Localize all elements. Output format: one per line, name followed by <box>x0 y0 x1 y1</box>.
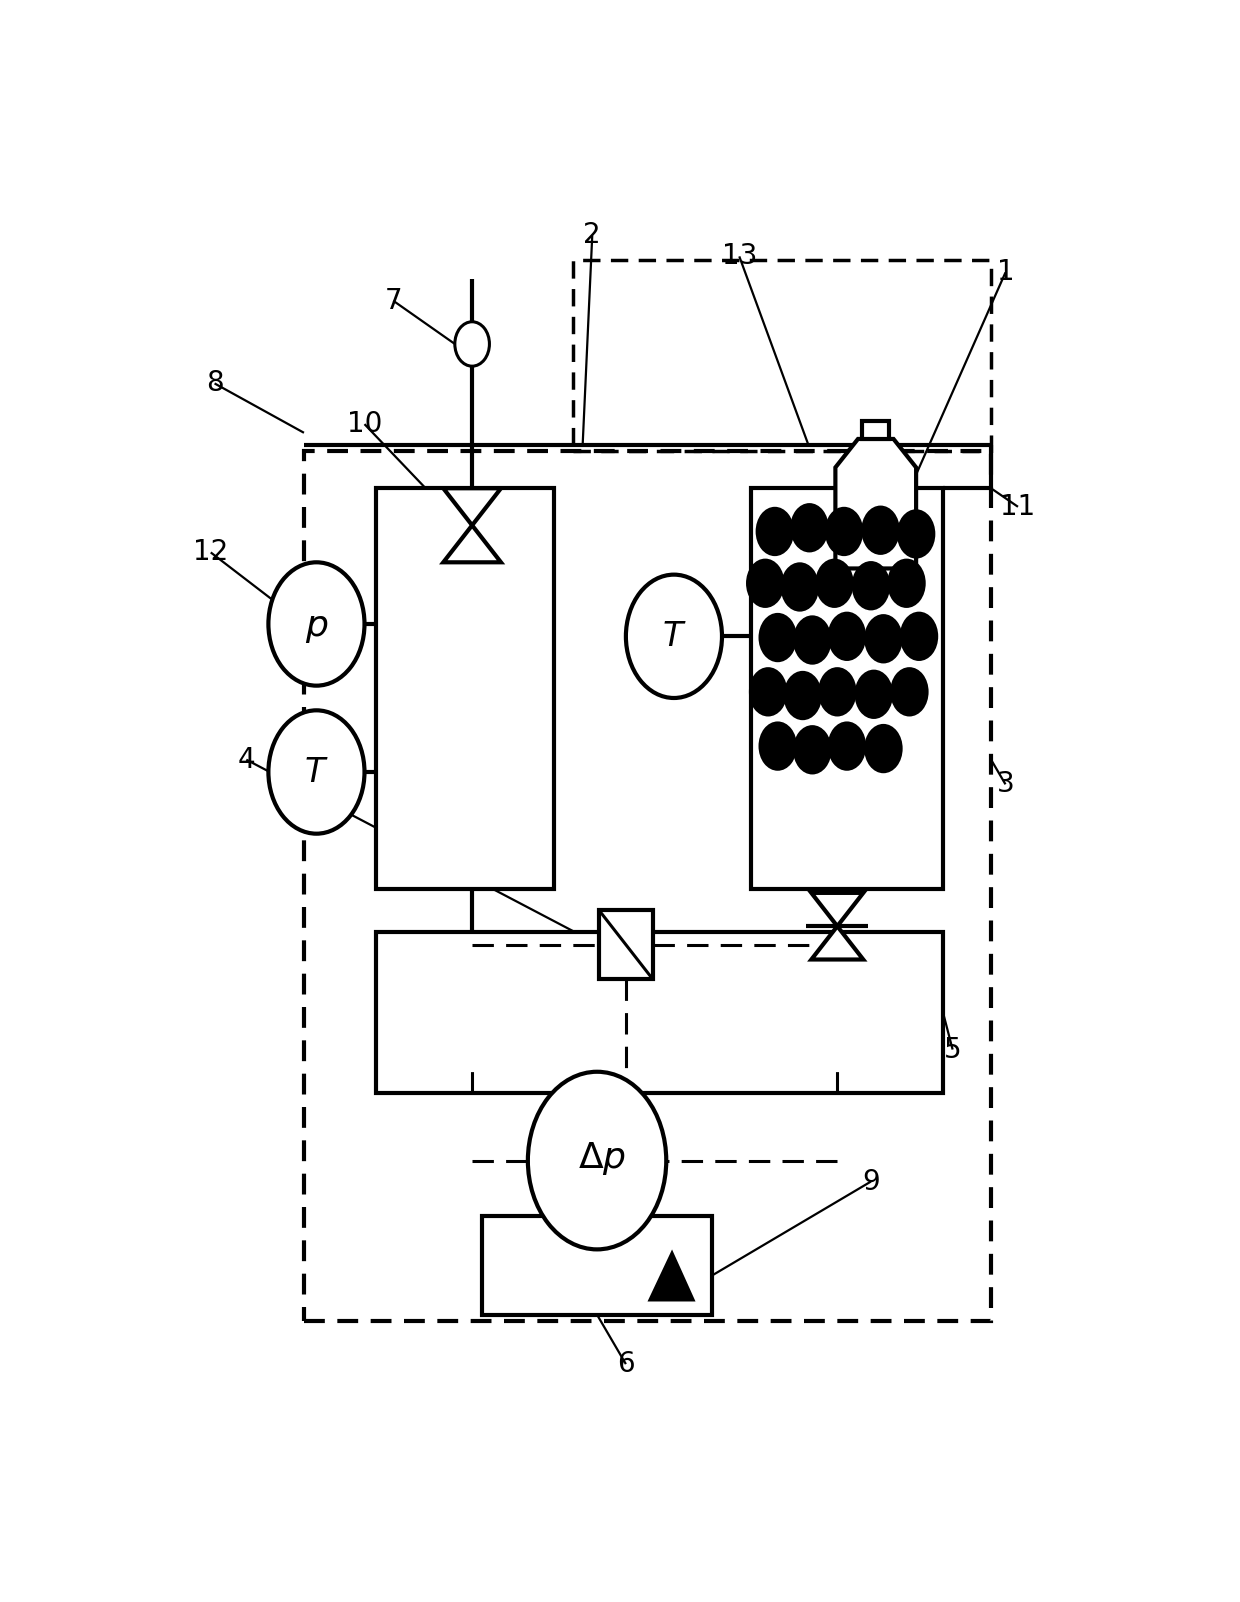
Bar <box>599 910 652 979</box>
Polygon shape <box>836 439 916 569</box>
Circle shape <box>900 612 939 662</box>
Circle shape <box>759 721 797 771</box>
Circle shape <box>755 506 794 556</box>
Text: $\Delta p$: $\Delta p$ <box>578 1139 626 1176</box>
Bar <box>481 1216 713 1315</box>
Text: 10: 10 <box>347 410 382 437</box>
Text: 9: 9 <box>862 1168 880 1195</box>
Circle shape <box>897 509 935 559</box>
Circle shape <box>864 614 903 663</box>
Circle shape <box>268 562 365 686</box>
Polygon shape <box>811 926 863 960</box>
Circle shape <box>864 724 903 774</box>
Text: 2: 2 <box>584 221 601 250</box>
Text: $p$: $p$ <box>305 610 329 644</box>
Text: 7: 7 <box>384 287 402 314</box>
Text: $T$: $T$ <box>662 620 686 652</box>
Circle shape <box>784 671 822 721</box>
Bar <box>751 489 942 889</box>
Circle shape <box>818 666 857 716</box>
Circle shape <box>268 710 365 833</box>
Circle shape <box>794 726 832 774</box>
Bar <box>304 452 991 1322</box>
Circle shape <box>890 666 929 716</box>
Polygon shape <box>650 1253 693 1299</box>
Text: 8: 8 <box>206 370 223 397</box>
Circle shape <box>862 506 900 554</box>
Circle shape <box>528 1072 666 1250</box>
Circle shape <box>455 322 490 367</box>
Circle shape <box>888 559 926 607</box>
Circle shape <box>759 614 797 662</box>
Text: 1: 1 <box>997 258 1014 287</box>
Circle shape <box>794 615 832 665</box>
Circle shape <box>781 562 820 612</box>
Text: 4: 4 <box>238 745 255 774</box>
Circle shape <box>828 612 866 662</box>
Circle shape <box>746 559 785 607</box>
Text: 12: 12 <box>193 538 228 567</box>
Bar <box>376 932 942 1093</box>
Circle shape <box>815 559 853 607</box>
Polygon shape <box>444 525 501 562</box>
Text: $T$: $T$ <box>304 756 329 788</box>
Polygon shape <box>811 892 863 926</box>
Circle shape <box>852 561 890 610</box>
Text: 5: 5 <box>944 1035 961 1064</box>
Text: 6: 6 <box>618 1350 635 1378</box>
Circle shape <box>825 506 863 556</box>
Circle shape <box>749 666 787 716</box>
Circle shape <box>626 575 722 698</box>
Circle shape <box>828 721 866 771</box>
Text: 13: 13 <box>722 242 756 271</box>
Text: 11: 11 <box>1001 493 1035 521</box>
Bar <box>376 489 554 889</box>
Polygon shape <box>444 489 501 525</box>
Bar <box>573 260 991 452</box>
Text: 3: 3 <box>997 771 1014 798</box>
Circle shape <box>790 503 828 553</box>
Bar <box>862 421 889 439</box>
Circle shape <box>854 670 893 719</box>
